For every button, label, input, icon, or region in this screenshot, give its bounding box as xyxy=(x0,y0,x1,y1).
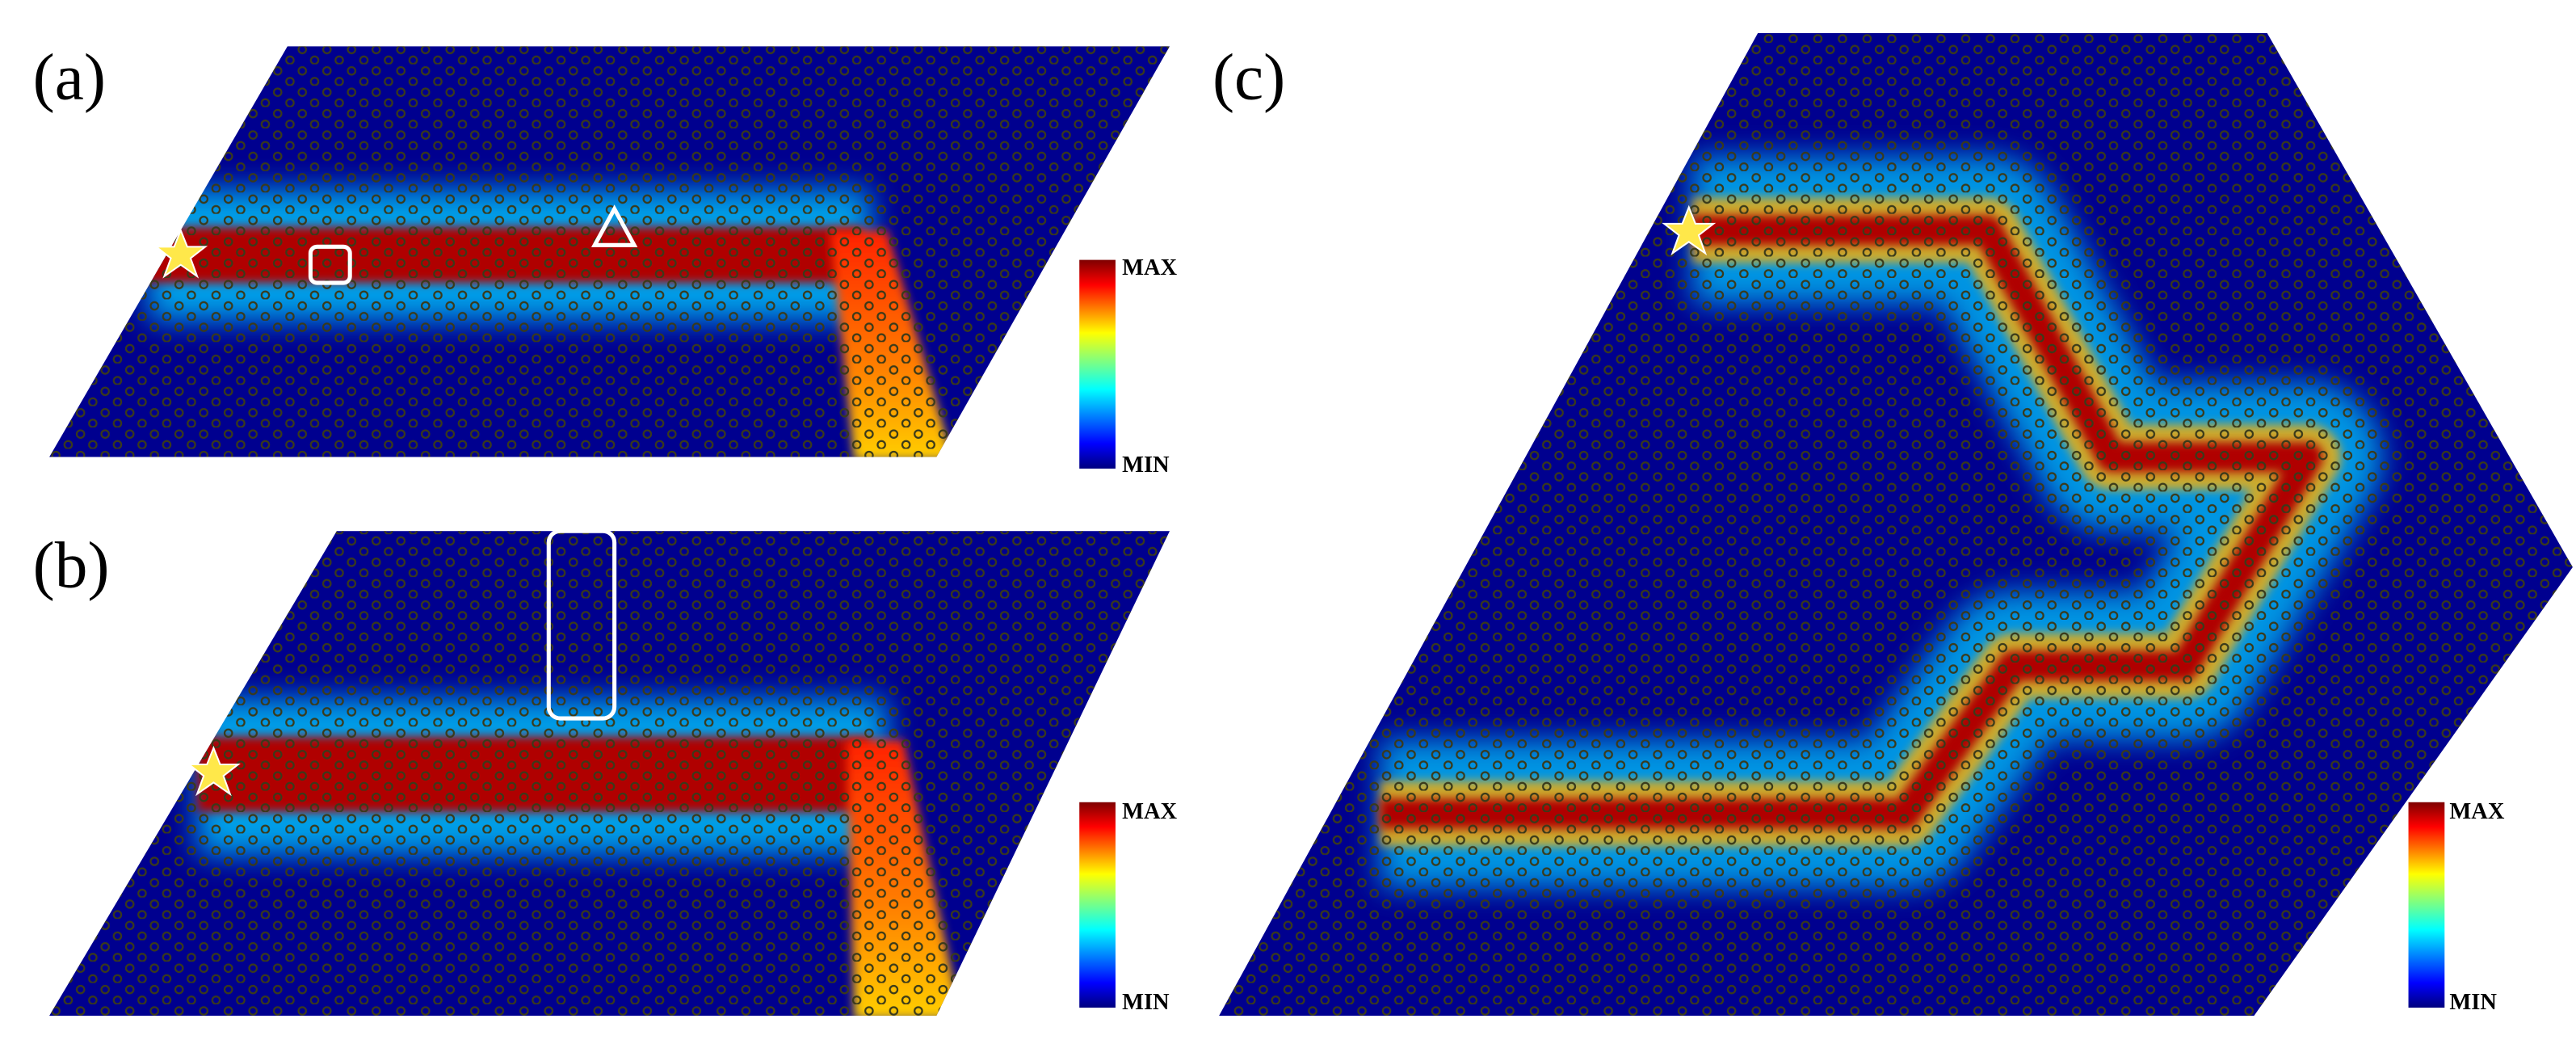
panel-c-field xyxy=(1219,32,2573,1017)
panel-label: (b) xyxy=(33,528,110,601)
source-star xyxy=(1662,204,1717,256)
panel-b-field xyxy=(49,531,1170,1017)
colorbar-min: MIN xyxy=(2449,990,2497,1015)
colorbar-max: MAX xyxy=(1122,799,1177,824)
region-marker xyxy=(546,528,617,721)
triangle-marker xyxy=(590,204,638,247)
colorbar-max: MAX xyxy=(1122,255,1177,280)
source-star xyxy=(153,228,208,279)
colorbar xyxy=(1079,259,1116,469)
source-star xyxy=(186,745,241,797)
colorbar xyxy=(1079,802,1116,1008)
panel-label: (c) xyxy=(1212,40,1285,113)
square-marker xyxy=(308,244,352,285)
colorbar-min: MIN xyxy=(1122,453,1170,478)
colorbar-min: MIN xyxy=(1122,990,1170,1015)
colorbar xyxy=(2408,802,2445,1008)
panel-label: (a) xyxy=(33,40,106,113)
colorbar-max: MAX xyxy=(2449,799,2504,824)
